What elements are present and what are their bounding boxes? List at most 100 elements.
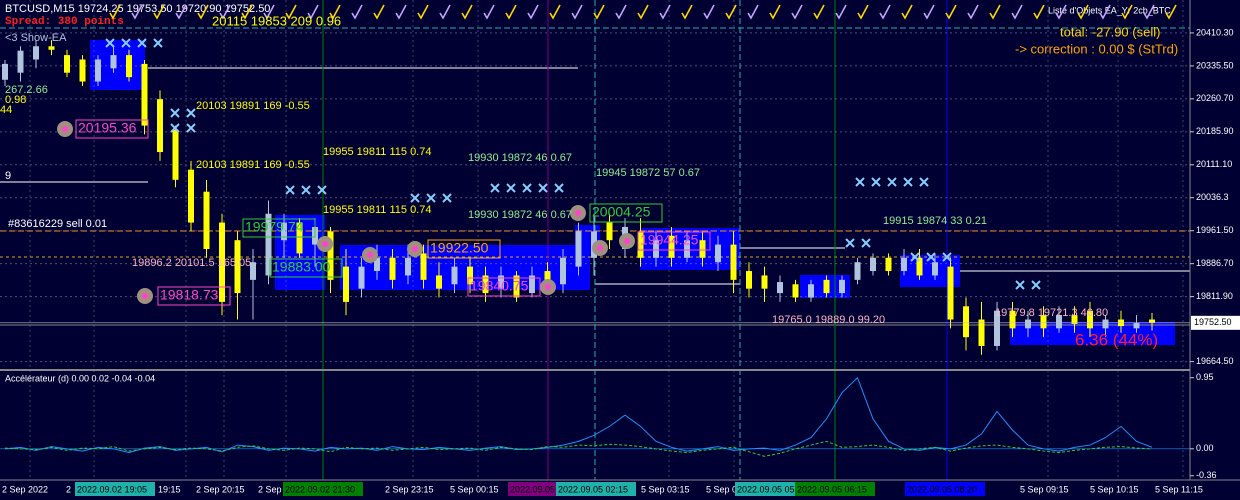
annotation-box bbox=[157, 286, 231, 306]
current-price-box bbox=[1191, 315, 1240, 330]
annotation: 19883.00 bbox=[272, 259, 331, 275]
check-icon bbox=[131, 4, 143, 20]
time-label: 5 Sep 04:15 bbox=[706, 484, 755, 494]
check-icon bbox=[1143, 4, 1155, 20]
cross-icon bbox=[105, 38, 115, 48]
annotation: 19915 19874 33 0.21 bbox=[883, 215, 987, 227]
candle-body bbox=[17, 50, 24, 73]
candle-body bbox=[141, 63, 148, 126]
candle-body bbox=[606, 222, 613, 241]
check-icon bbox=[109, 4, 121, 20]
annotation: 19955 19811 115 0.74 bbox=[323, 146, 431, 158]
price-tick-label: 20111.10 bbox=[1196, 159, 1232, 169]
check-icon bbox=[725, 4, 737, 20]
check-icon bbox=[857, 4, 869, 20]
candle-body bbox=[684, 240, 690, 258]
price-tick-label: 20410.30 bbox=[1196, 27, 1234, 37]
candle-body bbox=[110, 55, 117, 69]
check-icon bbox=[197, 4, 209, 20]
time-marker: 2022.09.05 02:15 bbox=[558, 484, 628, 494]
candle-body bbox=[529, 275, 535, 294]
candle-body bbox=[1071, 315, 1078, 324]
candle-body bbox=[250, 262, 256, 280]
check-icon bbox=[505, 4, 517, 20]
spread: Spread: 380 points bbox=[5, 16, 124, 28]
candle-body bbox=[219, 222, 225, 302]
check-icon bbox=[549, 4, 561, 20]
annotation-box bbox=[269, 258, 343, 278]
indicator-title: Accélérateur (d) 0.00 0.02 -0.04 -0.04 bbox=[5, 373, 155, 383]
candle-body bbox=[513, 275, 520, 298]
annotation: 19818.73 bbox=[160, 287, 219, 303]
order-marker-dot bbox=[545, 284, 551, 290]
candle-body bbox=[172, 130, 179, 180]
cross-icon bbox=[426, 193, 436, 203]
check-icon bbox=[153, 4, 165, 20]
check-icon bbox=[351, 4, 363, 20]
check-icon bbox=[703, 4, 715, 20]
check-icon bbox=[1121, 4, 1133, 20]
order-marker-dot bbox=[367, 252, 373, 258]
time-label: 2 Sep 20:15 bbox=[196, 484, 245, 494]
annotation: 19765.0 19889.0 99.20 bbox=[772, 314, 885, 326]
check-icon bbox=[901, 4, 913, 20]
check-icon bbox=[1055, 4, 1067, 20]
time-marker-box bbox=[905, 482, 985, 496]
candle-body bbox=[420, 253, 427, 280]
cross-icon bbox=[910, 252, 920, 262]
cross-icon bbox=[919, 177, 929, 187]
annotation: 19840.75 bbox=[470, 278, 529, 294]
annotation: 0.98 bbox=[5, 94, 26, 106]
order-marker-dot bbox=[597, 245, 603, 251]
cross-icon bbox=[845, 238, 855, 248]
check-icon bbox=[637, 4, 649, 20]
cross-icon bbox=[285, 185, 295, 195]
cross-icon bbox=[554, 183, 564, 193]
check-icon bbox=[307, 4, 319, 20]
candle-body bbox=[637, 231, 644, 258]
time-label: 2 Sep bbox=[258, 484, 282, 494]
time-marker-box bbox=[795, 482, 875, 496]
price-tick-label: 19886.70 bbox=[1196, 258, 1234, 268]
price-tick-label: 20335.50 bbox=[1196, 60, 1234, 70]
candle-body bbox=[1133, 323, 1140, 329]
cross-icon bbox=[301, 185, 311, 195]
time-marker-box bbox=[556, 482, 636, 496]
price-tick-label: 19811.90 bbox=[1196, 291, 1233, 301]
candle-body bbox=[1087, 310, 1093, 329]
cross-icon bbox=[522, 183, 532, 193]
candle-body bbox=[1056, 315, 1062, 329]
annotation: 20004.25 bbox=[592, 204, 651, 220]
cross-icon bbox=[871, 177, 881, 187]
candle-body bbox=[777, 282, 783, 294]
cross-icon bbox=[317, 185, 327, 195]
candle-body bbox=[1009, 310, 1016, 329]
check-icon bbox=[989, 4, 1001, 20]
current-price-label: 19752.50 bbox=[1194, 317, 1232, 327]
candle-body bbox=[901, 257, 907, 272]
candle-body bbox=[281, 222, 287, 241]
time-label: 5 Sep 00:15 bbox=[450, 484, 499, 494]
annotation-box bbox=[637, 231, 711, 251]
cross-icon bbox=[186, 108, 196, 118]
check-icon bbox=[593, 4, 605, 20]
candle-body bbox=[715, 244, 721, 263]
check-icon bbox=[483, 4, 495, 20]
annotation: #83616229 sell 0.01 bbox=[8, 218, 107, 230]
pane-separator bbox=[0, 369, 1190, 371]
annotation: total: -27.90 (sell) bbox=[1060, 24, 1160, 39]
time-label: 2 Sep 2022 bbox=[2, 484, 48, 494]
check-icon bbox=[395, 4, 407, 20]
annotation: 20103 19891 169 -0.55 bbox=[196, 159, 310, 171]
candle-body bbox=[234, 240, 241, 294]
candle-body bbox=[544, 271, 551, 285]
candle-body bbox=[48, 46, 55, 50]
check-icon bbox=[923, 4, 935, 20]
annotation: 267.2.66 bbox=[5, 84, 48, 96]
check-icon bbox=[417, 4, 429, 20]
cross-icon bbox=[926, 252, 936, 262]
time-label: 2 bbox=[66, 484, 71, 494]
objects-list[interactable]: Liste d'Objets EA_Yr 2cb_BTC bbox=[1048, 5, 1171, 15]
annotation: 6.36 (44%) bbox=[1075, 330, 1158, 349]
